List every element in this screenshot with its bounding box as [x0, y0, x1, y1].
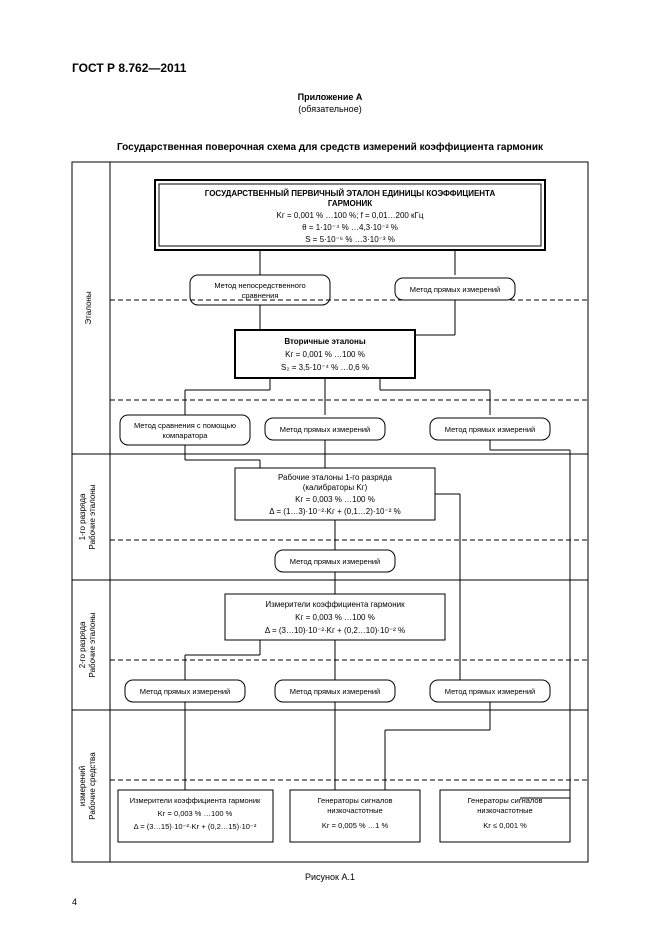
- m-direct-3: Метод прямых измерений: [445, 425, 535, 434]
- appendix-label: Приложение А: [298, 92, 363, 102]
- primary-l3: S = 5·10⁻⁶ % …3·10⁻³ %: [305, 235, 395, 244]
- m-direct-1: Метод прямых измерений: [410, 285, 500, 294]
- work1-l2: Δ = (1…3)·10⁻²·Kг + (0,1…2)·10⁻² %: [269, 507, 400, 516]
- m-comparator-box: [120, 415, 250, 445]
- m-direct-6: Метод прямых измерений: [290, 687, 380, 696]
- appendix-sub: (обязательное): [298, 104, 361, 114]
- m-comparator-l1: Метод сравнения с помощью: [134, 421, 236, 430]
- m-compare-l1: Метод непосредственного: [214, 281, 305, 290]
- final2-t1: Генераторы сигналов: [318, 796, 393, 805]
- page-number: 4: [72, 897, 77, 907]
- m-direct-7: Метод прямых измерений: [445, 687, 535, 696]
- secondary-l2: S₂ = 3,5·10⁻⁴ % …0,6 %: [281, 363, 369, 372]
- section-2a: Рабочие эталоны: [88, 484, 97, 549]
- final3-t1: Генераторы сигналов: [468, 796, 543, 805]
- m-direct-2: Метод прямых измерений: [280, 425, 370, 434]
- meter-title: Измерители коэффициента гармоник: [265, 600, 405, 609]
- final2-l1: Kг = 0,005 % …1 %: [322, 821, 389, 830]
- diagram-title: Государственная поверочная схема для сре…: [117, 141, 544, 153]
- work1-t2: (калибраторы Kг): [303, 483, 368, 492]
- section-4a: Рабочие средства: [88, 752, 97, 820]
- work1-l1: Kг = 0,003 % …100 %: [295, 495, 375, 504]
- m-direct-4: Метод прямых измерений: [290, 557, 380, 566]
- final1-l1: Kг = 0,003 % …100 %: [158, 809, 233, 818]
- final2-t2: низкочастотные: [327, 806, 382, 815]
- m-comparator-l2: компаратора: [163, 431, 209, 440]
- final3-t2: низкочастотные: [477, 806, 532, 815]
- final1-l2: Δ = (3…15)·10⁻²·Kг + (0,2…15)·10⁻²: [134, 822, 257, 831]
- figure-label: Рисунок А.1: [305, 872, 355, 882]
- work1-t1: Рабочие эталоны 1-го разряда: [278, 473, 393, 482]
- primary-title-1: ГОСУДАРСТВЕННЫЙ ПЕРВИЧНЫЙ ЭТАЛОН ЕДИНИЦЫ…: [205, 189, 496, 198]
- section-4b: измерений: [78, 766, 87, 806]
- primary-l2: θ = 1·10⁻⁴ % …4,3·10⁻² %: [302, 223, 398, 232]
- meter-l1: Kг = 0,003 % …100 %: [295, 613, 375, 622]
- section-3b: 2-го разряда: [78, 621, 87, 668]
- meter-l2: Δ = (3…10)·10⁻²·Kг + (0,2…10)·10⁻² %: [265, 626, 405, 635]
- section-3a: Рабочие эталоны: [88, 612, 97, 677]
- final3-l1: Kг ≤ 0,001 %: [483, 821, 527, 830]
- secondary-l1: Kг = 0,001 % …100 %: [285, 350, 365, 359]
- final1-title: Измерители коэффициента гармоник: [130, 796, 261, 805]
- primary-title-2: ГАРМОНИК: [328, 199, 372, 208]
- m-direct-5: Метод прямых измерений: [140, 687, 230, 696]
- secondary-title: Вторичные эталоны: [284, 337, 366, 346]
- doc-header: ГОСТ Р 8.762—2011: [72, 61, 187, 75]
- section-2b: 1-го разряда: [78, 493, 87, 540]
- m-compare-l2: сравнения: [242, 291, 279, 300]
- primary-l1: Kг = 0,001 % …100 %; f = 0,01…200 кГц: [277, 211, 424, 220]
- section-1: Эталоны: [84, 291, 93, 324]
